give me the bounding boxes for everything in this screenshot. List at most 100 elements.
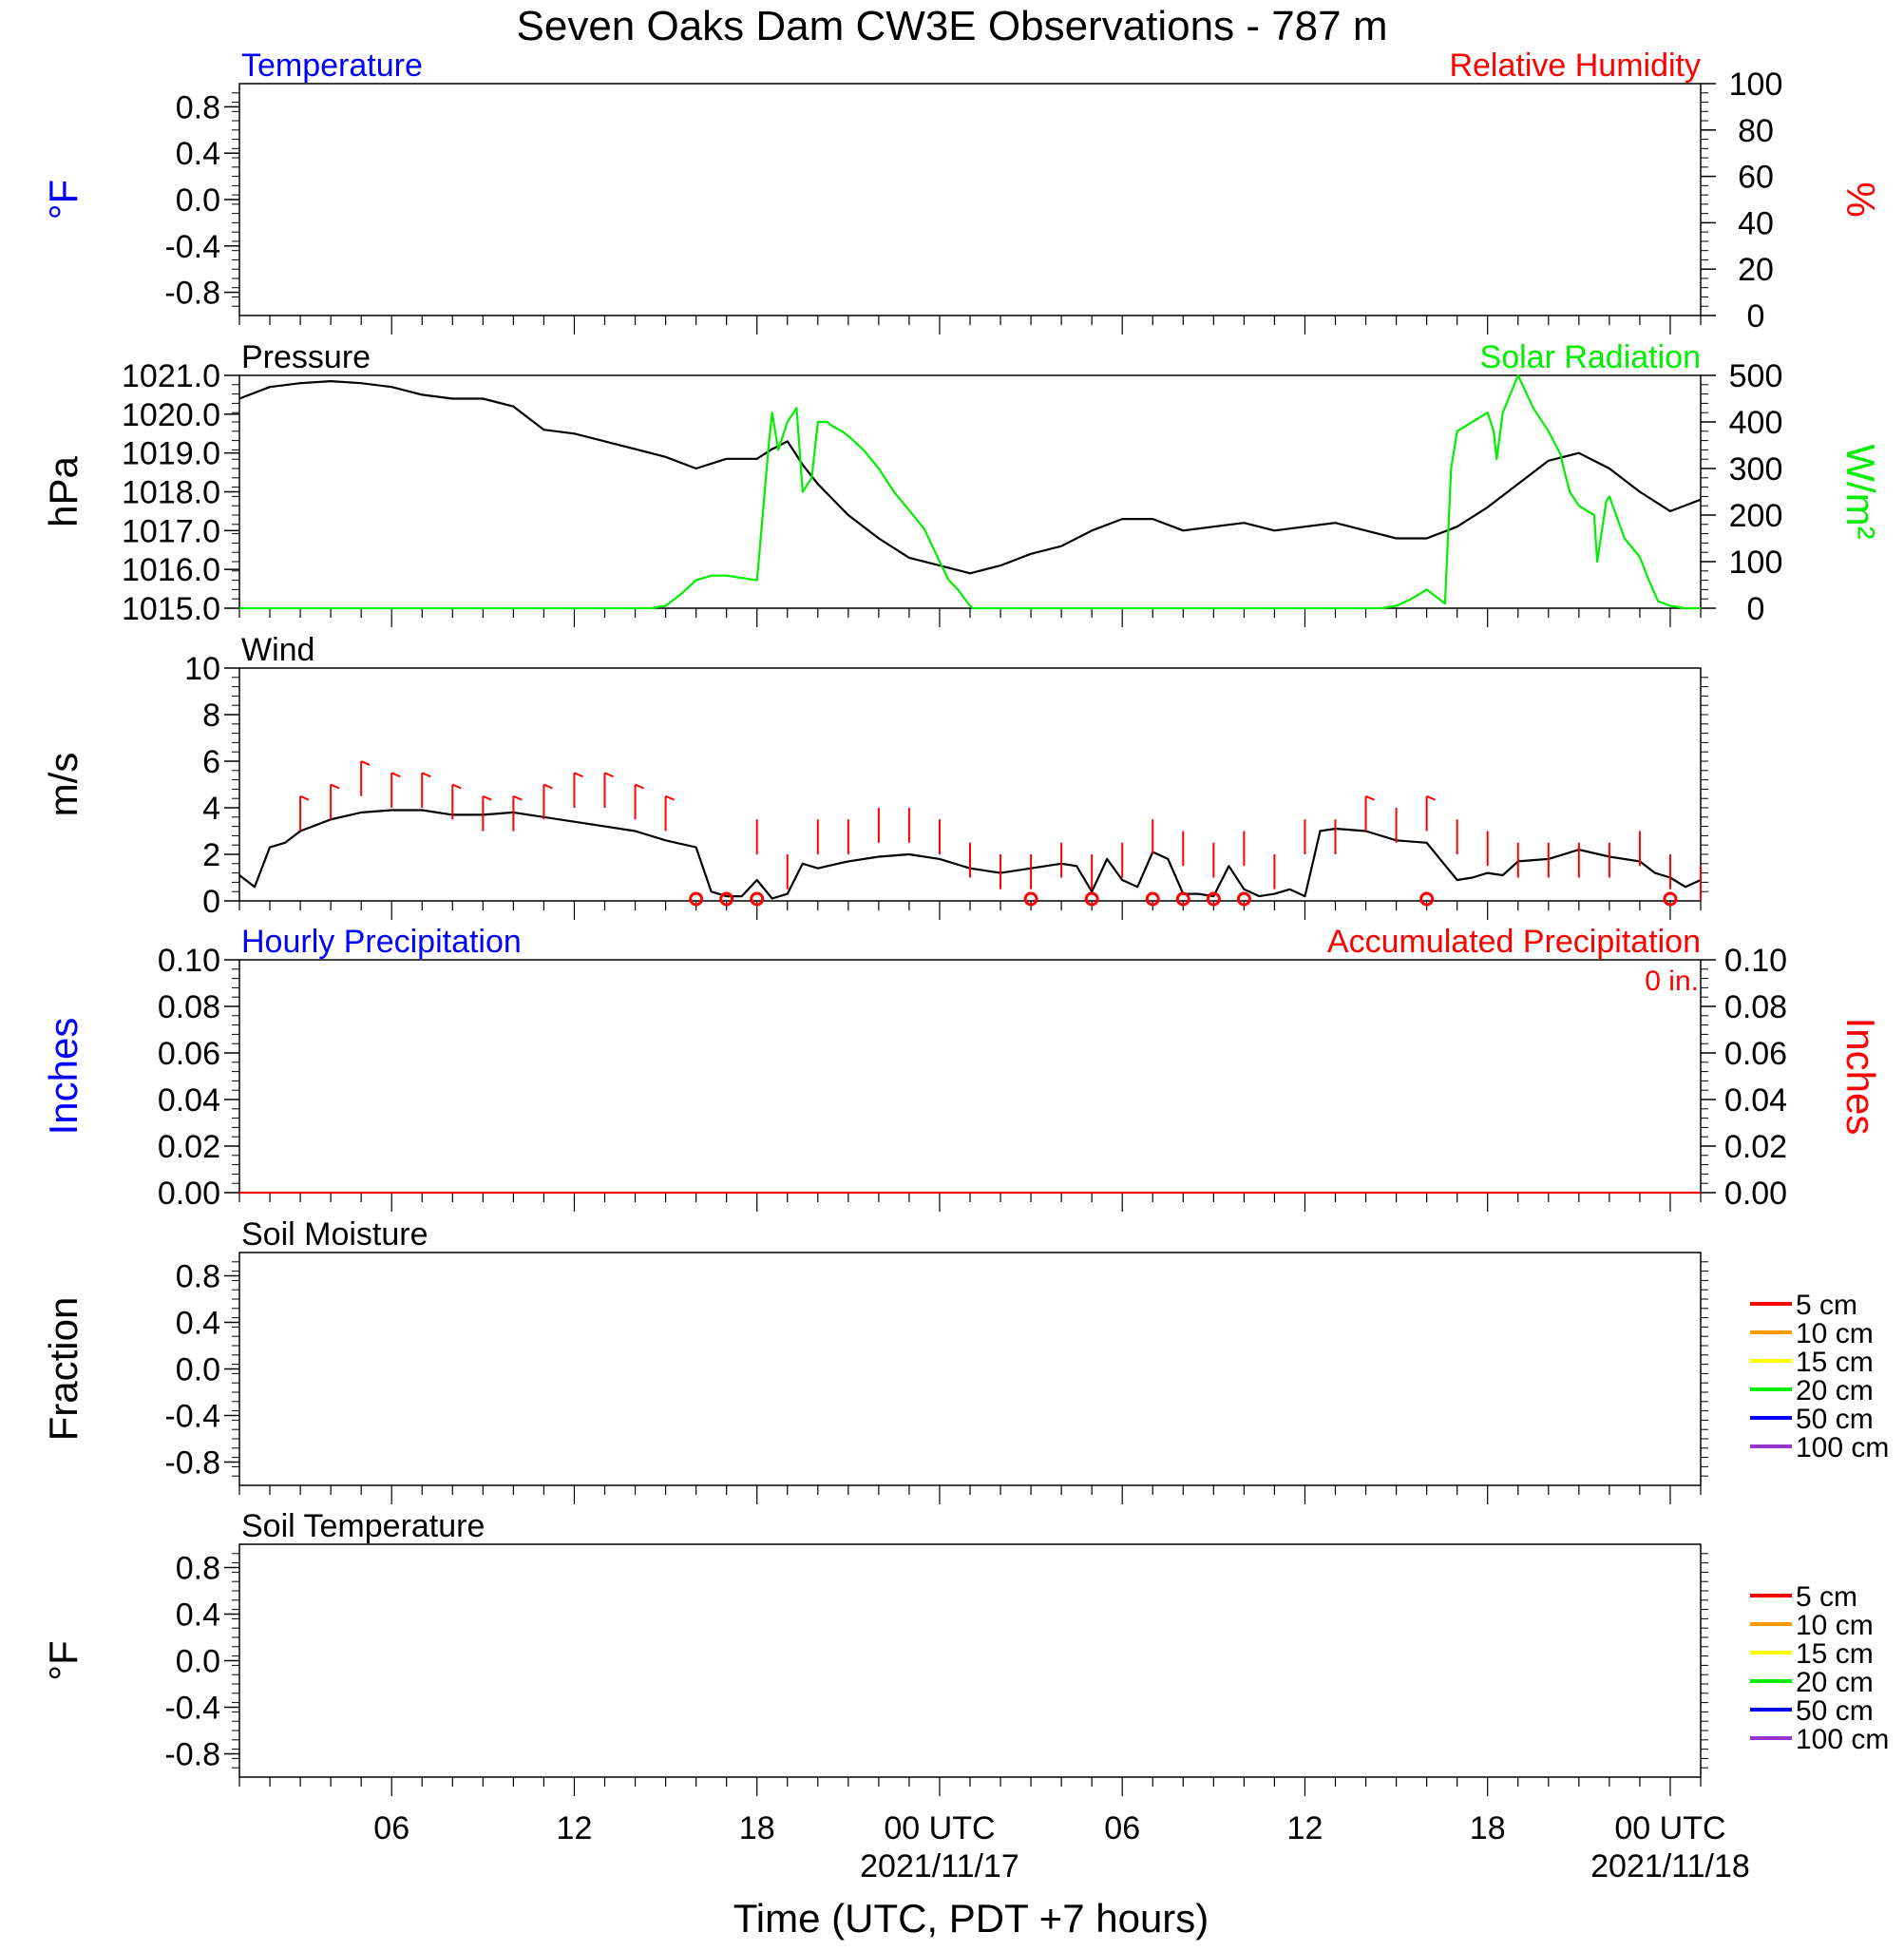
- y-tick-label-right: 300: [1729, 451, 1783, 488]
- y-tick-label-left: 0.08: [158, 989, 220, 1025]
- legend-label: 5 cm: [1796, 1581, 1857, 1613]
- y-axis-label-right: Inches: [1838, 1018, 1883, 1136]
- y-tick-label-left: 0.0: [176, 1352, 220, 1388]
- calm-wind-marker: [689, 891, 704, 907]
- wind-barb-flag: [543, 783, 553, 790]
- y-tick-label-left: 0.4: [176, 1597, 220, 1634]
- y-tick-label-left: 0.8: [176, 1259, 220, 1295]
- y-tick-label-left: 1021.0: [122, 358, 220, 394]
- y-tick-label-right: 500: [1729, 358, 1783, 394]
- wind-barb-flag: [512, 794, 523, 801]
- y-tick-label-left: -0.4: [164, 1399, 220, 1435]
- y-tick-label-left: 0: [202, 884, 220, 920]
- legend-label: 50 cm: [1796, 1404, 1874, 1435]
- wind-barb-flag: [390, 772, 401, 778]
- y-tick-label-left: 1019.0: [122, 436, 220, 472]
- x-axis: Time (UTC, PDT +7 hours) 06 12 18 00 UTC202…: [373, 1810, 1749, 1941]
- y-tick-label-right: 100: [1729, 67, 1783, 103]
- y-tick-label-left: -0.8: [164, 276, 220, 312]
- wind-barb-flag: [574, 772, 583, 778]
- calm-wind-marker: [1419, 891, 1435, 907]
- y-tick-label-right: 0.10: [1724, 943, 1787, 979]
- x-axis-label: Time (UTC, PDT +7 hours): [733, 1896, 1209, 1941]
- panel-title-left: Soil Moisture: [241, 1216, 428, 1253]
- y-tick-label-left: -0.4: [164, 229, 220, 265]
- y-tick-label-left: 0.06: [158, 1036, 220, 1072]
- y-tick-label-right: 80: [1738, 113, 1774, 149]
- y-tick-label-left: 4: [202, 791, 220, 827]
- x-tick-label: 06: [1104, 1810, 1140, 1846]
- x-tick-label: 18: [739, 1810, 775, 1846]
- x-tick-label: 18: [1470, 1810, 1506, 1846]
- y-tick-label-left: 8: [202, 698, 220, 734]
- y-tick-label-right: 0.00: [1724, 1176, 1787, 1212]
- y-tick-label-left: 1015.0: [122, 591, 220, 627]
- panel-precipitation: 0.10 0.08 0.06 0.04 0.02 0.00 0.10 0.08 0.06 0.04…: [41, 924, 1883, 1212]
- series-line: [238, 809, 1702, 900]
- panel-soil_moisture: 0.8 0.4 0.0 -0.4 -0.8 Soil Moisture Fraction 5 …: [41, 1216, 1889, 1504]
- legend-label: 10 cm: [1796, 1610, 1874, 1641]
- calm-wind-marker: [1145, 891, 1160, 907]
- calm-wind-marker: [1663, 891, 1678, 907]
- panel-wind: 10 8 6 4 2 0 Wind m/s: [41, 632, 1708, 920]
- legend-label: 100 cm: [1796, 1432, 1889, 1463]
- wind-barb-flag: [1426, 794, 1437, 801]
- y-axis-label-left: m/s: [41, 753, 86, 817]
- y-tick-label-left: 0.0: [176, 1644, 220, 1680]
- y-tick-label-left: 1017.0: [122, 513, 220, 549]
- legend-label: 20 cm: [1796, 1667, 1874, 1698]
- wind-barb-flag: [635, 783, 644, 790]
- panel-title-right: Relative Humidity: [1449, 48, 1701, 84]
- y-tick-label-left: 0.04: [158, 1082, 220, 1119]
- y-tick-label-right: 0.04: [1724, 1082, 1787, 1119]
- y-axis-label-right: %: [1838, 182, 1883, 217]
- calm-wind-marker: [719, 891, 734, 907]
- wind-barb-flag: [421, 772, 431, 778]
- y-tick-label-left: 0.00: [158, 1176, 220, 1212]
- x-tick-label: 06: [373, 1810, 409, 1846]
- x-tick-label: 12: [557, 1810, 593, 1846]
- calm-wind-marker: [1084, 891, 1099, 907]
- y-tick-label-right: 0: [1747, 298, 1765, 335]
- x-tick-label: 12: [1287, 1810, 1323, 1846]
- calm-wind-marker: [1175, 891, 1190, 907]
- wind-barb-flag: [665, 794, 675, 801]
- y-tick-label-left: 0.4: [176, 1306, 220, 1342]
- x-tick-date-label: 2021/11/17: [860, 1848, 1019, 1884]
- y-axis-label-right: W/m²: [1838, 444, 1883, 539]
- wind-barb-flag: [451, 783, 462, 790]
- chart-title: Seven Oaks Dam CW3E Observations - 787 m: [517, 3, 1388, 49]
- y-tick-label-left: -0.4: [164, 1691, 220, 1727]
- panel-title-left: Hourly Precipitation: [241, 924, 522, 960]
- x-tick-date-label: 2021/11/18: [1590, 1848, 1750, 1884]
- y-axis-label-left: Inches: [41, 1018, 86, 1136]
- wind-barb-flag: [604, 772, 614, 778]
- wind-barb-flag: [482, 794, 492, 801]
- y-tick-label-left: 6: [202, 744, 220, 780]
- panel-pressure: 1021.01020.01019.01018.01017.01016.01015…: [41, 339, 1883, 627]
- series-line: [239, 373, 1701, 610]
- y-tick-label-right: 200: [1729, 498, 1783, 534]
- y-tick-label-left: 0.02: [158, 1129, 220, 1165]
- x-tick-label: 00 UTC: [1614, 1810, 1725, 1846]
- legend-label: 50 cm: [1796, 1695, 1874, 1727]
- series-line: [238, 380, 1702, 575]
- wind-barb-flag: [1365, 794, 1375, 801]
- legend-label: 100 cm: [1796, 1724, 1889, 1755]
- y-tick-label-right: 0: [1747, 591, 1765, 627]
- panels: 0.80.40.0-0.4-0.8100806040200Temperature…: [41, 48, 1889, 1796]
- y-tick-label-left: 1020.0: [122, 397, 220, 433]
- y-tick-label-left: 1016.0: [122, 552, 220, 588]
- legend-label: 15 cm: [1796, 1638, 1874, 1670]
- calm-wind-marker: [1023, 891, 1038, 907]
- calm-wind-marker: [1206, 891, 1221, 907]
- y-tick-label-left: -0.8: [164, 1445, 220, 1482]
- wind-barb-flag: [299, 794, 310, 801]
- x-tick-label: 00 UTC: [884, 1810, 995, 1846]
- y-tick-label-right: 0.06: [1724, 1036, 1787, 1072]
- panel-title-left: Wind: [241, 632, 314, 668]
- panel-title-left: Temperature: [241, 48, 423, 84]
